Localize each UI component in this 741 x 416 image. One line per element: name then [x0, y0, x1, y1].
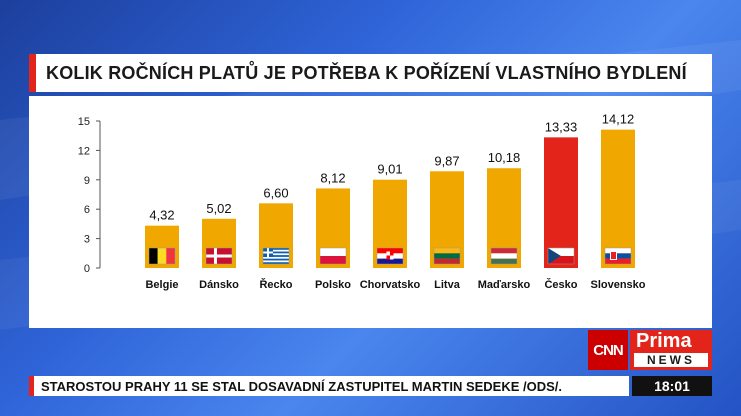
denmark-flag-icon — [205, 247, 233, 265]
title-bar: KOLIK ROČNÍCH PLATŮ JE POTŘEBA K POŘÍZEN… — [29, 54, 712, 92]
lithuania-flag-icon — [433, 247, 461, 265]
title-accent — [29, 54, 36, 92]
bar-chart: 0 3 6 9 12 15 4,32 Belgie 5,02 Dánsko 6,60 Řecko 8,1… — [78, 112, 646, 291]
croatia-flag-icon — [376, 247, 404, 265]
belgium-flag-icon — [148, 247, 176, 265]
category-label: Litva — [434, 279, 461, 291]
prima-logo: Prima NEWS — [630, 330, 712, 370]
data-label: 10,18 — [488, 150, 521, 165]
y-tick-label: 9 — [84, 175, 90, 187]
y-tick-label: 15 — [78, 116, 90, 128]
category-label: Maďarsko — [478, 279, 531, 291]
hungary-flag-icon — [490, 247, 518, 265]
chart-title: KOLIK ROČNÍCH PLATŮ JE POTŘEBA K POŘÍZEN… — [46, 62, 687, 83]
y-tick-label: 12 — [78, 145, 90, 157]
clock: 18:01 — [632, 376, 712, 396]
data-label: 5,02 — [206, 201, 231, 216]
data-label: 9,01 — [377, 162, 402, 177]
broadcaster-logo: CNN Prima NEWS — [588, 330, 712, 370]
category-label: Dánsko — [199, 279, 239, 291]
category-label: Polsko — [315, 279, 351, 291]
slovakia-flag-icon — [604, 247, 632, 265]
y-tick-label: 0 — [84, 263, 90, 275]
greece-flag-icon — [262, 247, 290, 265]
bar-česko — [544, 137, 578, 268]
poland-flag-icon — [319, 247, 347, 265]
category-label: Chorvatsko — [360, 279, 421, 291]
news-logo-text: NEWS — [634, 353, 708, 367]
category-label: Belgie — [145, 279, 178, 291]
category-label: Slovensko — [590, 279, 645, 291]
category-label: Řecko — [259, 278, 292, 291]
cnn-logo: CNN — [588, 330, 628, 370]
news-ticker: STAROSTOU PRAHY 11 SE STAL DOSAVADNÍ ZAS… — [29, 376, 629, 396]
chart-panel: 0 3 6 9 12 15 4,32 Belgie 5,02 Dánsko 6,60 Řecko 8,1… — [29, 96, 712, 328]
category-label: Česko — [544, 278, 577, 291]
data-label: 4,32 — [149, 208, 174, 223]
y-tick-label: 3 — [84, 234, 90, 246]
data-label: 13,33 — [545, 119, 578, 134]
ticker-text: STAROSTOU PRAHY 11 SE STAL DOSAVADNÍ ZAS… — [41, 378, 563, 394]
bar-slovensko — [601, 129, 635, 268]
data-label: 8,12 — [320, 170, 345, 185]
data-label: 6,60 — [263, 185, 288, 200]
data-label: 14,12 — [602, 112, 635, 127]
data-label: 9,87 — [434, 153, 459, 168]
prima-logo-text: Prima — [636, 330, 692, 352]
czechia-flag-icon — [547, 247, 575, 265]
y-tick-label: 6 — [84, 204, 90, 216]
ticker-accent — [29, 376, 34, 396]
